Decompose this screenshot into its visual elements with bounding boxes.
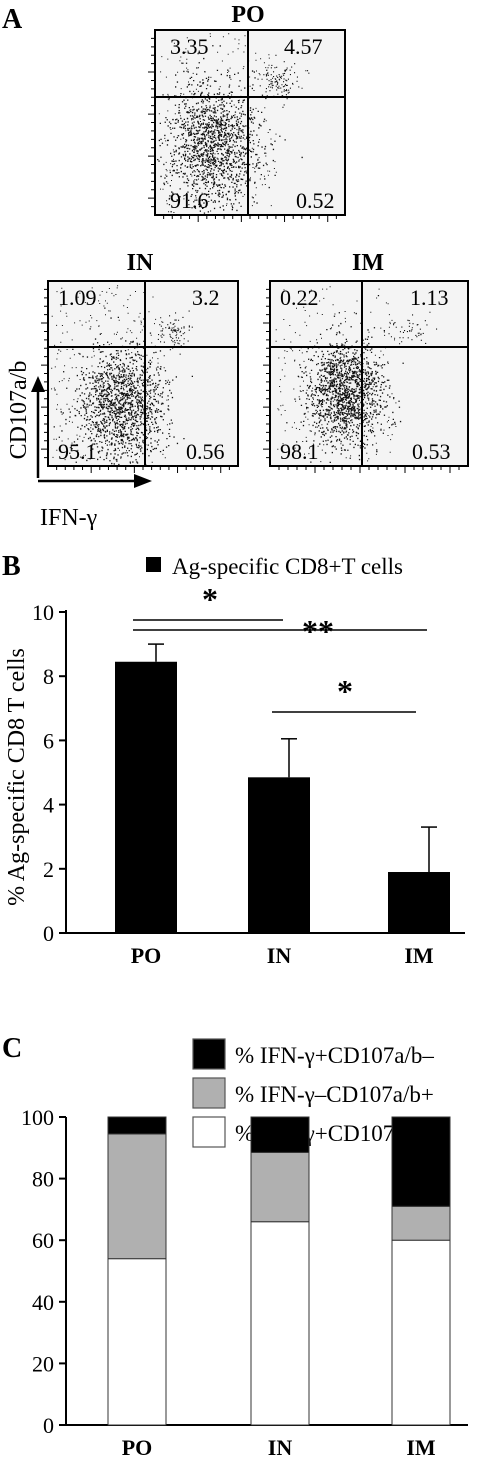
panel-c: C % IFN-γ+CD107a/b–% IFN-γ–CD107a/b+% IF… [2, 1033, 468, 1460]
panel-a: A PO 3.35 4.57 91.6 0.52 IN 1.09 3.2 95.… [2, 2, 469, 531]
quadrant-upper-left-value: 0.22 [280, 285, 319, 310]
quadrant-upper-right-value: 3.2 [192, 285, 220, 310]
stack-segment-in-1 [250, 1151, 310, 1223]
legend-c: % IFN-γ+CD107a/b–% IFN-γ–CD107a/b+% IFN-… [192, 1038, 435, 1148]
stack-segment-im-0 [391, 1239, 451, 1426]
stack-segment-po-2 [107, 1116, 167, 1135]
panel-c-label: C [2, 1033, 22, 1064]
quadrant-lower-left-value: 98.1 [280, 439, 319, 464]
flow-plot-dots [157, 33, 310, 214]
y-axis-label: CD107a/b [6, 361, 32, 460]
y-tick-label: 8 [43, 664, 54, 689]
stacked-bar-chart-c: 0 20 40 60 80 100 PO IN IM [21, 1105, 468, 1460]
flow-plot-title-in: IN [127, 250, 154, 276]
legend-swatch [146, 557, 161, 572]
y-tick-label: 20 [32, 1351, 54, 1376]
flow-plot-po: PO 3.35 4.57 91.6 0.52 [148, 2, 346, 222]
y-tick-label: 100 [21, 1105, 54, 1130]
panel-a-label: A [2, 4, 23, 35]
flow-plot-ticks [41, 288, 230, 473]
y-tick-label: 10 [32, 600, 54, 625]
x-tick-label: IN [267, 943, 292, 968]
significance-mark: * [202, 581, 218, 617]
quadrant-lower-right-value: 0.53 [412, 439, 451, 464]
stack-segment-po-0 [107, 1258, 167, 1426]
legend-label: Ag-specific CD8+T cells [172, 554, 403, 579]
quadrant-upper-left-value: 3.35 [170, 34, 209, 59]
y-tick-label: 80 [32, 1167, 54, 1192]
y-axis-title: % Ag-specific CD8 T cells [4, 648, 30, 906]
quadrant-lower-right-value: 0.56 [186, 439, 225, 464]
stack-segment-im-1 [391, 1205, 451, 1241]
quadrant-lower-right-value: 0.52 [296, 188, 335, 213]
x-tick-label: IM [404, 943, 434, 968]
quadrant-upper-right-value: 4.57 [284, 34, 323, 59]
flow-plot-dots [51, 285, 193, 466]
stack-segment-po-1 [107, 1133, 167, 1260]
flow-plot-in: IN 1.09 3.2 95.1 0.56 [41, 250, 239, 473]
y-tick-label: 0 [43, 921, 54, 946]
legend-swatch [192, 1116, 226, 1148]
y-tick-label: 0 [43, 1413, 54, 1438]
stack-segment-in-0 [250, 1221, 310, 1426]
y-tick-label: 2 [43, 857, 54, 882]
bar-im [388, 872, 450, 933]
flow-dots-path [157, 33, 310, 214]
legend-label: % IFN-γ–CD107a/b+ [235, 1082, 434, 1107]
flow-plot-ticks [148, 37, 337, 222]
quadrant-lower-left-value: 91.6 [170, 188, 209, 213]
x-axis-arrow-head [134, 474, 152, 488]
bar-in [248, 777, 310, 933]
quadrant-upper-right-value: 1.13 [410, 285, 449, 310]
x-tick-label: PO [131, 943, 162, 968]
flow-axis-ticks [148, 37, 337, 222]
y-tick-label: 4 [43, 793, 54, 818]
significance-mark: * [337, 673, 353, 709]
x-tick-label: IM [406, 1435, 436, 1460]
x-tick-label: IN [268, 1435, 293, 1460]
panel-b-label: B [2, 551, 21, 582]
legend-swatch [192, 1077, 226, 1109]
flow-dots-path [51, 285, 193, 466]
flow-plot-title-im: IM [352, 250, 384, 276]
quadrant-upper-left-value: 1.09 [58, 285, 97, 310]
flow-plot-frame [154, 29, 346, 216]
x-axis-label: IFN-γ [40, 505, 98, 531]
flow-axis-ticks [41, 288, 230, 473]
significance-mark: ** [302, 613, 334, 649]
flow-plot-im: IM 0.22 1.13 98.1 0.53 [263, 250, 469, 473]
y-tick-label: 60 [32, 1228, 54, 1253]
quadrant-lower-left-value: 95.1 [58, 439, 97, 464]
flow-plot-ticks [263, 288, 460, 473]
y-tick-label: 6 [43, 728, 54, 753]
flow-plot-title-po: PO [231, 2, 264, 28]
flow-axis-ticks [263, 288, 460, 473]
y-axis-arrow-head [31, 376, 45, 392]
y-tick-label: 40 [32, 1290, 54, 1315]
stack-segment-in-2 [250, 1116, 310, 1153]
legend-swatch [192, 1038, 226, 1070]
panel-b: B Ag-specific CD8+T cells % Ag-specific … [2, 551, 465, 968]
x-tick-label: PO [122, 1435, 153, 1460]
stack-segment-im-2 [391, 1116, 451, 1207]
bar-po [115, 661, 177, 933]
legend-label: % IFN-γ+CD107a/b– [235, 1043, 434, 1068]
